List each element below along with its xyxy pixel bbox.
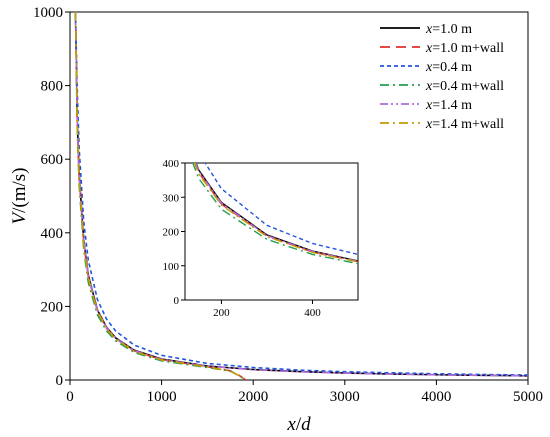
x-axis-label-part: x — [286, 414, 296, 435]
inset-y-tick-label: 0 — [174, 295, 180, 307]
legend-entry-var: x — [425, 60, 433, 75]
series-line — [74, 12, 247, 380]
y-tick-label: 1000 — [33, 5, 63, 21]
x-tick-label: 0 — [66, 389, 74, 405]
legend-entry: x=1.0 m — [425, 22, 472, 37]
legend-entry-var: x — [425, 22, 433, 37]
legend-entry-rest: =1.4 m — [432, 98, 472, 113]
inset-y-tick-label: 200 — [163, 227, 180, 239]
main-series — [74, 12, 528, 380]
y-axis-label-part: V — [9, 211, 30, 225]
y-tick-label: 800 — [41, 79, 64, 95]
legend-entry-rest: =1.4 m+wall — [432, 117, 504, 132]
x-axis-label-part: d — [301, 414, 311, 435]
legend-entry-var: x — [425, 41, 433, 56]
x-axis-label-part: / — [296, 414, 302, 435]
x-tick-label: 2000 — [238, 389, 268, 405]
legend-entry-rest: =1.0 m+wall — [432, 41, 504, 56]
x-tick-label: 4000 — [421, 389, 451, 405]
inset-y-tick-label: 300 — [163, 192, 180, 204]
y-axis-label: V/(m/s) — [9, 168, 30, 225]
x-tick-label: 5000 — [513, 389, 543, 405]
inset-x-tick-label: 400 — [304, 307, 321, 319]
x-tick-label: 1000 — [147, 389, 177, 405]
legend-entry-var: x — [425, 98, 433, 113]
y-tick-label: 200 — [41, 299, 64, 315]
legend-entry: x=0.4 m — [425, 60, 472, 75]
inset-y-tick-label: 100 — [163, 261, 180, 273]
x-axis-label: x/d — [286, 414, 311, 435]
legend-entry-var: x — [425, 79, 433, 94]
inset-x-tick-label: 200 — [213, 307, 230, 319]
y-tick-label: 600 — [41, 152, 64, 168]
plot-frame — [69, 11, 529, 381]
inset-y-tick-label: 400 — [163, 158, 180, 170]
legend-entry: x=1.4 m — [425, 98, 472, 113]
legend-entry-rest: =0.4 m — [432, 60, 472, 75]
inset-chart: 200 400 0 100 200 300 400 — [163, 158, 359, 319]
inset-frame — [184, 162, 359, 301]
legend-entry: x=0.4 m+wall — [425, 79, 504, 94]
y-axis-label-part: /(m/s) — [9, 168, 30, 213]
legend-entry: x=1.4 m+wall — [425, 117, 504, 132]
y-tick-label: 400 — [41, 226, 64, 242]
legend-entry-rest: =1.0 m — [432, 22, 472, 37]
x-tick-label: 3000 — [330, 389, 360, 405]
legend-entry-rest: =0.4 m+wall — [432, 79, 504, 94]
legend-entry: x=1.0 m+wall — [425, 41, 504, 56]
legend-entry-var: x — [425, 117, 433, 132]
inset-series-line — [193, 163, 358, 263]
axis-labels: x/d V/(m/s) — [9, 168, 311, 436]
series-line — [74, 12, 247, 380]
series-line — [74, 12, 528, 376]
y-tick-label: 0 — [56, 373, 64, 389]
